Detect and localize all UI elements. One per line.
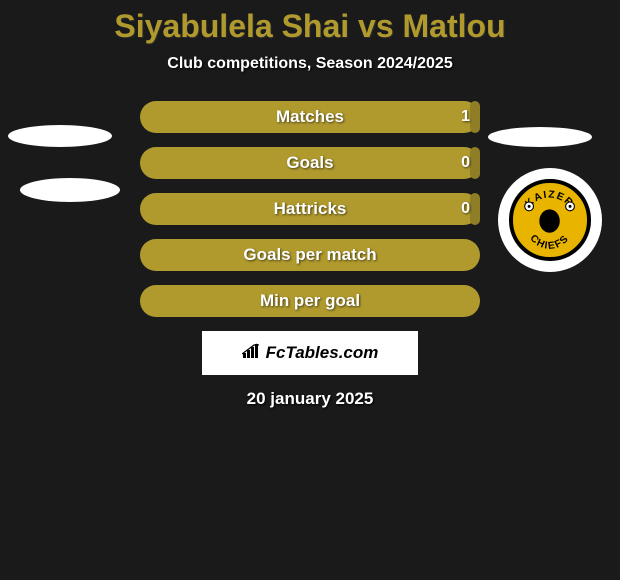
stat-value-right: 1 [461,101,470,133]
stat-label: Matches [140,101,480,133]
date-text: 20 january 2025 [0,389,620,409]
subtitle: Club competitions, Season 2024/2025 [0,55,620,73]
stat-row: Goals0 [140,147,480,179]
badge-text-svg: KAIZERCHIEFS [513,183,586,256]
stat-row: Hattricks0 [140,193,480,225]
club-badge: KAIZERCHIEFS [498,168,602,272]
decorative-ellipse [8,125,112,147]
stat-label: Min per goal [140,285,480,317]
stat-label: Goals per match [140,239,480,271]
stat-row: Matches1 [140,101,480,133]
svg-text:CHIEFS: CHIEFS [528,233,572,252]
logo-text: FcTables.com [242,343,379,364]
stat-label: Goals [140,147,480,179]
stat-row: Min per goal [140,285,480,317]
stat-row: Goals per match [140,239,480,271]
decorative-ellipse [20,178,120,202]
stat-label: Hattricks [140,193,480,225]
logo-label: FcTables.com [266,343,379,363]
decorative-ellipse [488,127,592,147]
club-badge-inner: KAIZERCHIEFS [509,179,590,260]
stat-value-right: 0 [461,193,470,225]
page-title: Siyabulela Shai vs Matlou [0,0,620,45]
source-logo: FcTables.com [202,331,418,375]
bar-chart-icon [242,343,262,364]
stat-value-right: 0 [461,147,470,179]
